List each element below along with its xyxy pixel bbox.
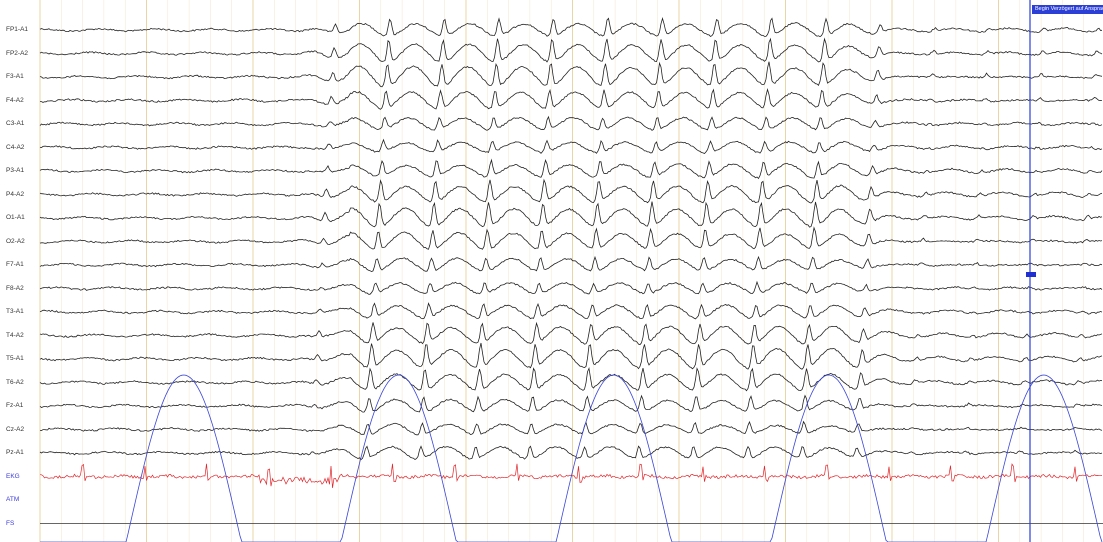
channel-label[interactable]: O1-A1	[6, 214, 25, 221]
channel-label[interactable]: FP2-A2	[6, 49, 29, 57]
eeg-trace	[39, 445, 1103, 461]
channel-label[interactable]: T4-A2	[6, 331, 24, 339]
channel-label[interactable]: FP1-A1	[6, 26, 29, 33]
annotation-marker-label[interactable]: Begin Verzögert auf Ansprache	[1032, 5, 1103, 14]
eeg-trace	[39, 17, 1103, 38]
eeg-trace	[39, 302, 1103, 320]
channel-label-column: FP1-A1 FP2-A2 F3-A1 F4-A2 C3-A1 C4-A2 P3-A1 P4-…	[0, 0, 38, 542]
channel-label[interactable]: T6-A2	[6, 378, 24, 386]
respiration-trace	[40, 374, 1103, 542]
eeg-trace	[39, 394, 1103, 413]
eeg-trace	[39, 37, 1103, 63]
channel-label[interactable]: Pz-A1	[6, 449, 24, 456]
channel-label[interactable]: F3-A1	[6, 73, 24, 80]
eeg-trace	[39, 342, 1103, 370]
eeg-trace	[39, 226, 1103, 250]
eeg-trace	[39, 366, 1103, 392]
channel-label[interactable]: FS	[6, 519, 15, 527]
channel-label[interactable]: T5-A1	[6, 355, 24, 362]
channel-label[interactable]: O2-A2	[6, 237, 25, 245]
channel-label[interactable]: F8-A2	[6, 284, 24, 292]
channel-label[interactable]: C3-A1	[6, 120, 25, 127]
eeg-trace	[39, 420, 1103, 436]
eeg-trace	[39, 138, 1103, 154]
channel-label[interactable]: Fz-A1	[6, 402, 24, 409]
channel-label[interactable]: ATM	[6, 496, 20, 503]
ekg-trace	[39, 463, 1103, 488]
eeg-trace	[39, 178, 1103, 204]
eeg-trace	[40, 87, 1103, 110]
eeg-trace	[39, 61, 1103, 88]
channel-label[interactable]: Cz-A2	[6, 425, 25, 433]
eeg-trace	[39, 158, 1103, 180]
eeg-trace	[39, 201, 1103, 228]
eeg-trace	[39, 255, 1103, 273]
channel-label[interactable]: T3-A1	[6, 308, 24, 315]
event-flag-icon[interactable]	[1026, 272, 1036, 277]
eeg-trace	[39, 321, 1103, 346]
channel-label[interactable]: P4-A2	[6, 190, 25, 198]
eeg-trace	[39, 115, 1103, 131]
channel-label[interactable]: C4-A2	[6, 143, 25, 151]
eeg-trace	[39, 280, 1103, 295]
channel-label[interactable]: F7-A1	[6, 261, 24, 268]
channel-label[interactable]: EKG	[6, 472, 20, 480]
channel-label[interactable]: P3-A1	[6, 167, 25, 174]
channel-label[interactable]: F4-A2	[6, 96, 24, 104]
